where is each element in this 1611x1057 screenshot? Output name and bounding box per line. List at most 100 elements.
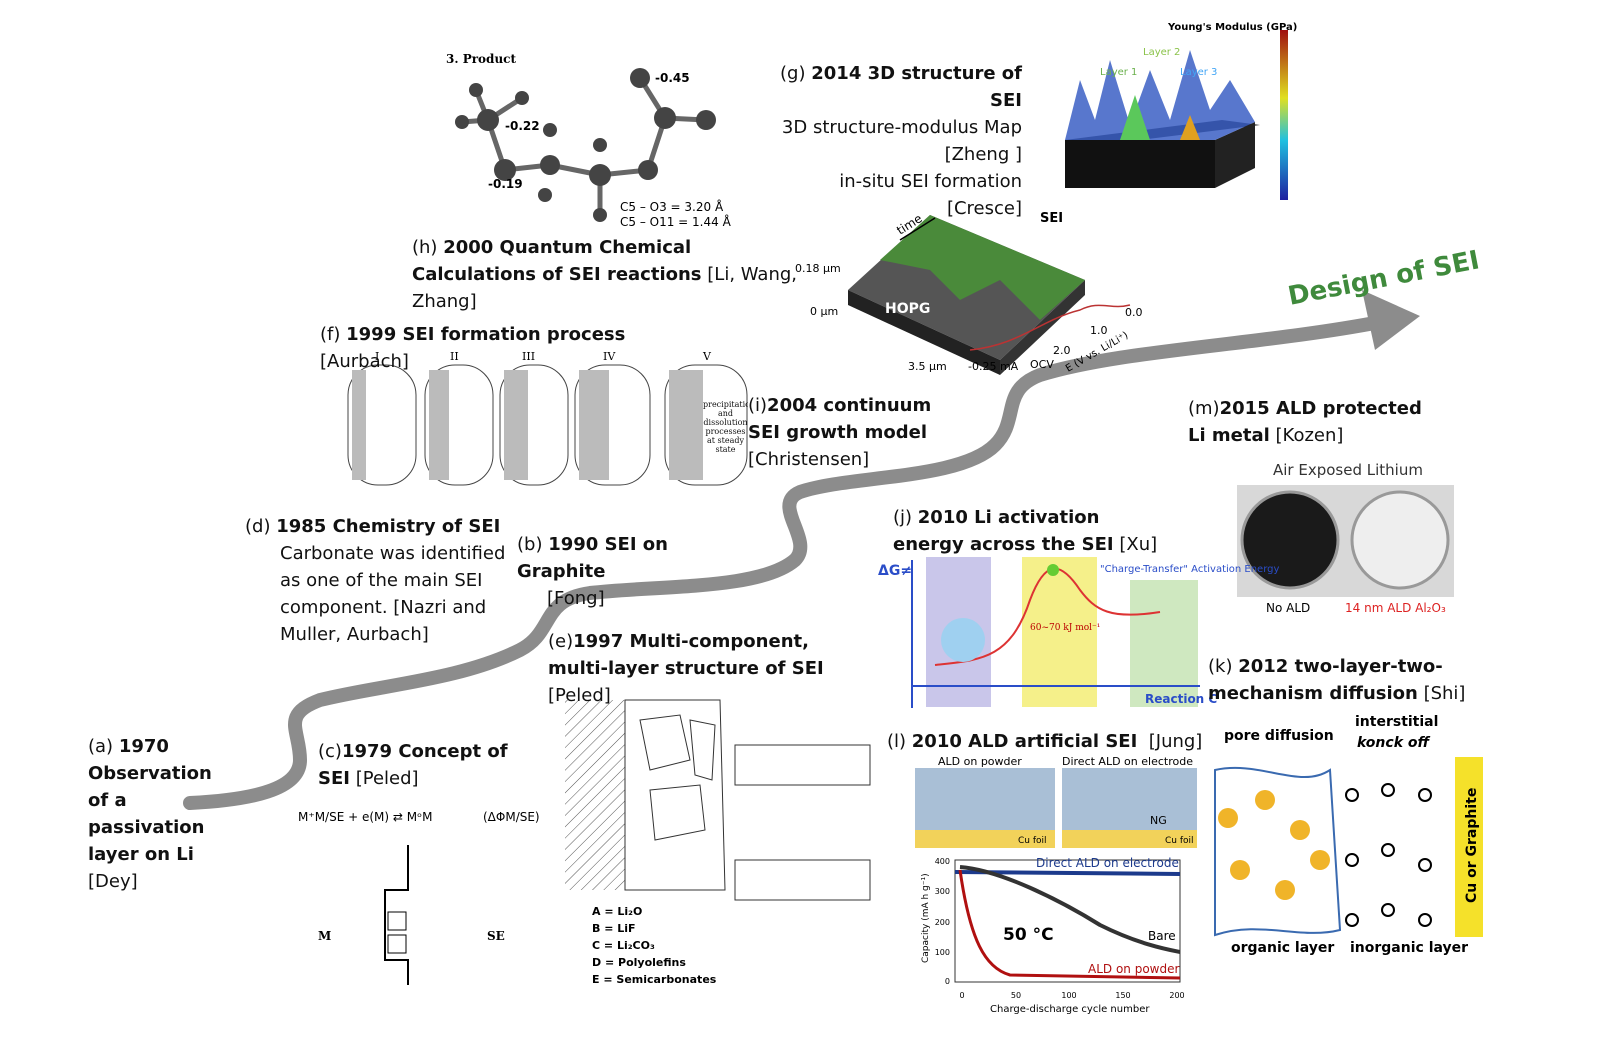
afm-label: SEI bbox=[1040, 211, 1063, 226]
caption-ref: [Xu] bbox=[1119, 534, 1158, 555]
layer-label: Layer 1 bbox=[1100, 67, 1137, 78]
caption-detail: in-situ SEI formation bbox=[839, 171, 1022, 192]
diffusion-label: pore diffusion bbox=[1224, 728, 1334, 744]
layer-label: Layer 3 bbox=[1180, 67, 1217, 78]
tick: 150 bbox=[1115, 991, 1130, 1000]
caption: (b) 1990 SEI on Graphite [Fong] bbox=[517, 531, 747, 612]
panel-label: NG bbox=[1150, 814, 1167, 827]
photo-heading: Air Exposed Lithium bbox=[1273, 461, 1423, 479]
curve-label: Direct ALD on electrode bbox=[1036, 856, 1179, 870]
caption: (k) 2012 two-layer-two-mechanism diffusi… bbox=[1208, 653, 1503, 707]
panel-label: Cu foil bbox=[1018, 836, 1047, 846]
caption: (f) 1999 SEI formation process [Aurbach] bbox=[320, 321, 720, 375]
concept-figure: M⁺M/SE + e(M) ⇄ MᵒM (ΔΦM/SE) M SE bbox=[298, 810, 540, 985]
formation-figure: I II III IV V precipitation and dissolut… bbox=[347, 350, 748, 486]
caption-detail: Carbonate was identified as one of the m… bbox=[280, 543, 506, 645]
x-label: Charge-discharge cycle number bbox=[990, 1004, 1150, 1015]
caption: (e)1997 Multi-component, multi-layer str… bbox=[548, 628, 873, 709]
photo-label: No ALD bbox=[1266, 601, 1310, 615]
curve-label: 50 °C bbox=[1003, 925, 1054, 945]
tag: (b) bbox=[517, 534, 543, 555]
tick: 300 bbox=[935, 887, 950, 896]
side-label: SE bbox=[487, 929, 505, 943]
tag: (a) bbox=[88, 736, 114, 757]
panel-label: Cu foil bbox=[1165, 836, 1194, 846]
afm-label: -0.25 mA bbox=[968, 360, 1019, 373]
caption-detail: 3D structure-modulus Map bbox=[781, 117, 1022, 138]
caption: (h) 2000 Quantum Chemical Calculations o… bbox=[412, 234, 807, 315]
curve-label: ALD on powder bbox=[1088, 962, 1179, 976]
caption-title: 1990 SEI on Graphite bbox=[517, 534, 668, 582]
arrow-head bbox=[1362, 290, 1420, 350]
caption-title: 1979 Concept of SEI bbox=[318, 741, 508, 789]
equation: M⁺M/SE + e(M) ⇄ MᵒM bbox=[298, 810, 432, 824]
caption: (d) 1985 Chemistry of SEI Carbonate was i… bbox=[245, 513, 510, 648]
caption-title: 1970 Observation of a passivation layer … bbox=[88, 736, 212, 865]
tag: (i) bbox=[748, 395, 768, 416]
modulus-map: Young's Modulus (GPa) Layer 1 Layer 2 La… bbox=[1065, 22, 1297, 200]
energy-label: 60~70 kJ mol⁻¹ bbox=[1030, 623, 1100, 633]
legend: C = Li₂CO₃ bbox=[592, 939, 655, 952]
caption-title: 1985 Chemistry of SEI bbox=[276, 516, 501, 537]
stage-note: precipitation and dissolution processes … bbox=[703, 400, 748, 454]
tick: 0 bbox=[959, 991, 964, 1000]
figure-heading: 3. Product bbox=[446, 52, 516, 66]
tick: 100 bbox=[935, 948, 950, 957]
caption-title: 1997 Multi-component, multi-layer struct… bbox=[548, 631, 824, 679]
tag: (l) bbox=[887, 731, 907, 752]
legend: E = Semicarbonates bbox=[592, 973, 717, 986]
ald-sei-figure: ALD on powder Direct ALD on electrode NG… bbox=[915, 755, 1197, 1015]
caption: (a) 1970 Observation of a passivation la… bbox=[88, 733, 213, 895]
stage: II bbox=[450, 350, 459, 363]
diffusion-figure: pore diffusion interstitial konck off or… bbox=[1214, 714, 1483, 956]
axis-label: ΔG≠ bbox=[878, 563, 912, 579]
legend: B = LiF bbox=[592, 922, 636, 935]
axis-label: Reaction C bbox=[1145, 692, 1217, 706]
diffusion-label: konck off bbox=[1357, 735, 1430, 751]
caption: (j) 2010 Li activation energy across the… bbox=[893, 504, 1173, 558]
afm-label: 0.18 µm bbox=[795, 262, 841, 275]
caption-ref: [Fong] bbox=[547, 588, 605, 609]
caption-ref: [Kozen] bbox=[1275, 425, 1344, 446]
bond: C5 – O3 = 3.20 Å bbox=[620, 199, 724, 214]
caption-title: 2000 Quantum Chemical Calculations of SE… bbox=[412, 237, 702, 285]
caption-title: 2012 two-layer-two-mechanism diffusion bbox=[1208, 656, 1443, 704]
caption-ref: [Peled] bbox=[548, 685, 611, 706]
energy-figure: ΔG≠ "Charge-Transfer" Activation Energy … bbox=[878, 557, 1279, 708]
afm-label: 0.0 bbox=[1125, 306, 1143, 319]
tick: 200 bbox=[1169, 991, 1184, 1000]
legend: A = Li₂O bbox=[592, 905, 642, 918]
tag: (m) bbox=[1188, 398, 1220, 419]
caption-title: 2010 Li activation energy across the SEI bbox=[893, 507, 1114, 555]
tag: (f) bbox=[320, 324, 341, 345]
note: "Charge-Transfer" Activation Energy bbox=[1100, 564, 1279, 575]
caption-ref: [Li, Wang, Zhang] bbox=[412, 264, 797, 312]
afm-label: 2.0 bbox=[1053, 344, 1071, 357]
tag: (g) bbox=[780, 63, 806, 84]
tick: 100 bbox=[1061, 991, 1076, 1000]
afm-label: HOPG bbox=[885, 301, 930, 317]
stage: I bbox=[375, 350, 379, 363]
bond: C5 – O11 = 1.44 Å bbox=[620, 214, 732, 229]
timeline-arrow bbox=[183, 315, 1387, 810]
tag: (c) bbox=[318, 741, 342, 762]
caption-ref: [Peled] bbox=[355, 768, 419, 789]
molecule-figure: 3. Product -0.22 -0.19 -0.45 C5 – O3 = 3… bbox=[446, 52, 732, 229]
curve-label: Bare bbox=[1148, 929, 1176, 943]
caption-ref: [Shi] bbox=[1423, 683, 1466, 704]
caption-detail: [Zheng ] bbox=[944, 144, 1022, 165]
tag: (j) bbox=[893, 507, 913, 528]
caption-title: 2014 3D structure of SEI bbox=[811, 63, 1022, 111]
diffusion-label: Cu or Graphite bbox=[1464, 788, 1480, 903]
caption: (m)2015 ALD protected Li metal [Kozen] bbox=[1188, 395, 1438, 449]
equation: (ΔΦM/SE) bbox=[483, 810, 540, 824]
diffusion-label: organic layer bbox=[1231, 940, 1334, 956]
caption: (g) 2014 3D structure of SEI 3D structure… bbox=[760, 60, 1022, 222]
caption-detail: [Cresce] bbox=[946, 198, 1022, 219]
caption-title: 1999 SEI formation process bbox=[346, 324, 626, 345]
caption-title: 2015 ALD protected Li metal bbox=[1188, 398, 1422, 446]
colorbar-label: Young's Modulus (GPa) bbox=[1167, 22, 1297, 33]
multilayer-figure: A = Li₂O B = LiF C = Li₂CO₃ D = Polyolef… bbox=[565, 699, 871, 986]
legend: D = Polyolefins bbox=[592, 956, 686, 969]
